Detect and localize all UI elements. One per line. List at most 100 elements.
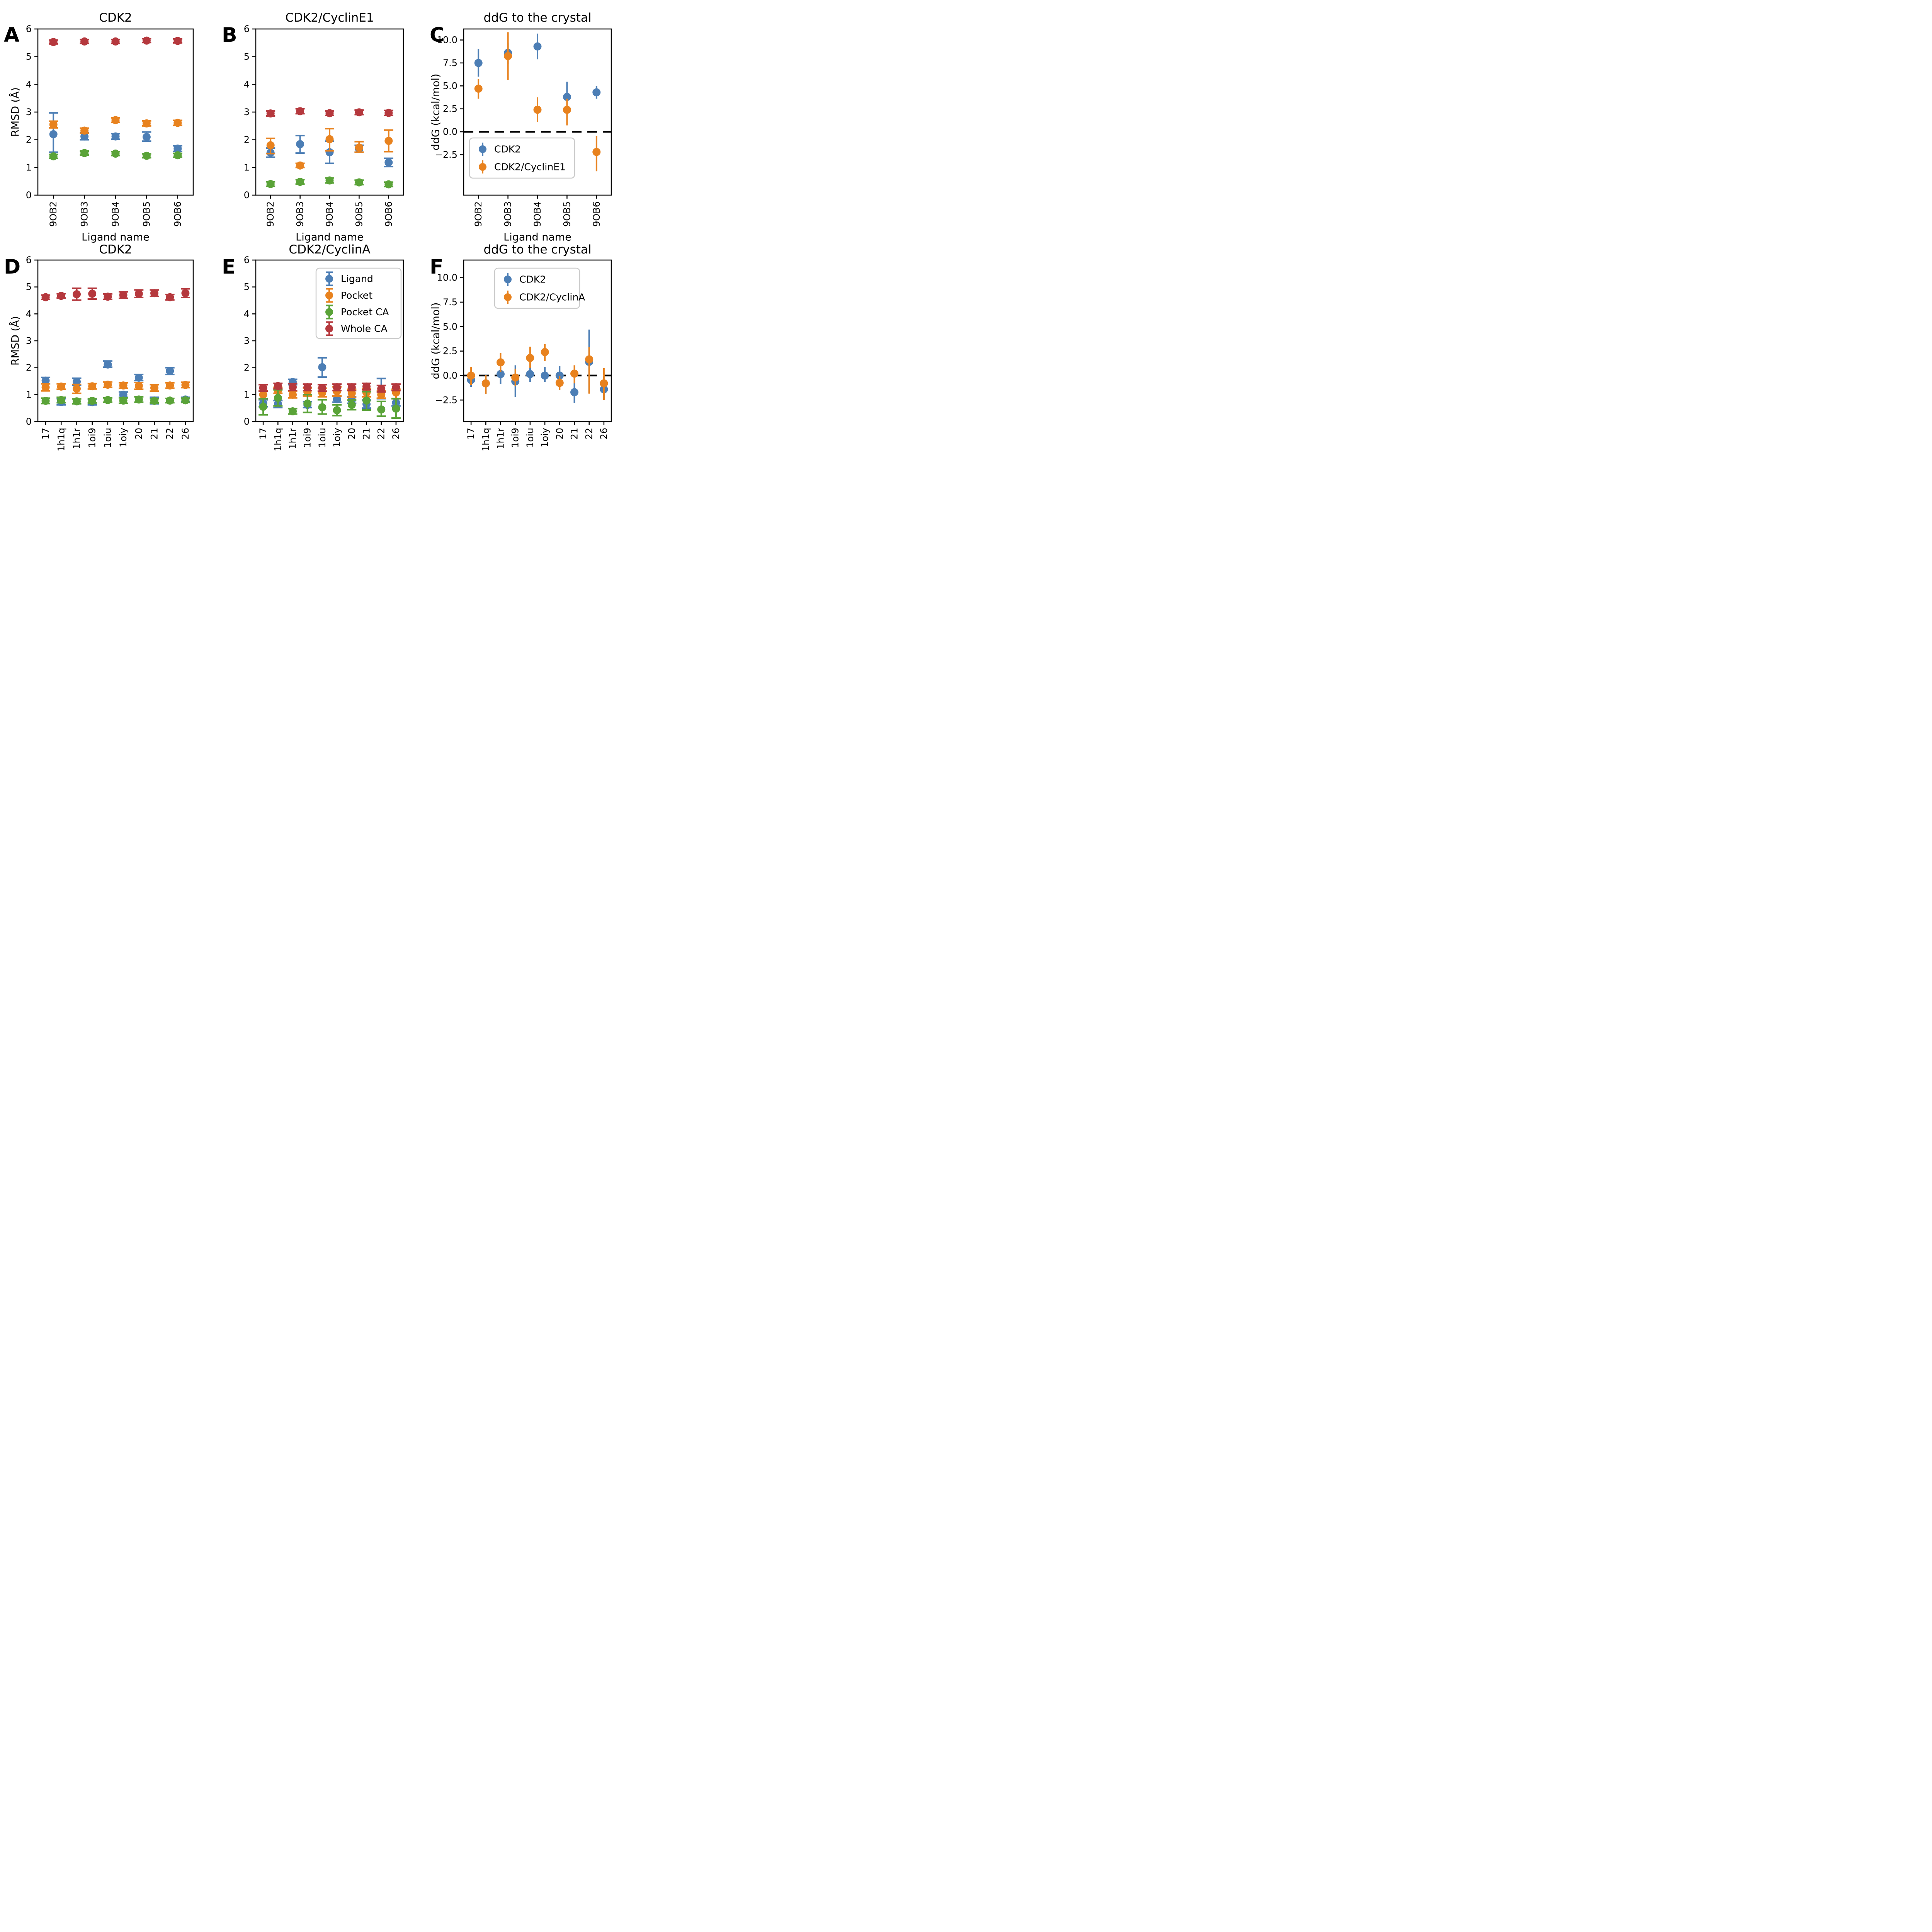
- data-point: [181, 289, 190, 298]
- data-point: [474, 84, 483, 93]
- data-point: [73, 397, 81, 406]
- panel-title-e: CDK2/CyclinA: [289, 243, 370, 257]
- data-point: [333, 383, 341, 392]
- axes-box: [37, 28, 194, 196]
- x-tick-label: 1oiy: [539, 428, 550, 447]
- y-axis-label-rmsd-a: RMSD (Å): [9, 87, 22, 137]
- data-point: [142, 119, 151, 128]
- y-axis-label-rmsd-d: RMSD (Å): [9, 316, 22, 366]
- y-tick-label: 1: [26, 389, 32, 400]
- x-tick-label: 1h1q: [480, 428, 491, 451]
- data-point: [104, 396, 112, 404]
- legend-marker-icon: [325, 275, 333, 283]
- y-tick-label: 10.0: [437, 35, 457, 46]
- x-tick-label: 21: [149, 428, 160, 440]
- x-tick-label: 9OB2: [265, 201, 276, 227]
- x-tick-label: 22: [165, 428, 175, 440]
- y-tick-label: 0: [244, 416, 250, 427]
- data-point: [318, 384, 327, 392]
- series-pocket-ca: [266, 176, 393, 189]
- data-point: [355, 178, 363, 187]
- series-pocket-ca: [49, 149, 182, 161]
- y-tick-label: 3: [244, 335, 250, 346]
- data-point: [57, 382, 65, 391]
- data-point: [41, 293, 50, 301]
- data-point: [173, 151, 182, 160]
- panel-letter-e: E: [222, 255, 236, 279]
- x-tick-label: 1oiu: [525, 428, 536, 448]
- y-tick-label: 2: [244, 134, 250, 145]
- series-pocket-ca: [259, 389, 401, 419]
- data-point: [563, 93, 571, 101]
- y-tick-label: 3: [26, 335, 32, 346]
- panel-title-a: CDK2: [99, 11, 132, 25]
- legend-marker-icon: [504, 276, 512, 283]
- x-tick-label: 1h1r: [71, 428, 82, 449]
- data-point: [73, 384, 81, 393]
- x-tick-label: 9OB3: [503, 201, 514, 227]
- data-point: [384, 109, 393, 117]
- legend-box: [494, 267, 580, 309]
- data-point: [41, 383, 50, 392]
- y-tick-label: 1: [244, 162, 250, 173]
- x-axis-label-b: Ligand name: [296, 231, 364, 243]
- data-point: [119, 381, 128, 390]
- series-pocket-ca: [41, 395, 190, 406]
- y-tick-label: 7.5: [443, 58, 457, 68]
- data-point: [266, 180, 275, 188]
- data-point: [104, 360, 112, 369]
- panel-title-f: ddG to the crystal: [484, 243, 592, 257]
- data-point: [362, 382, 371, 391]
- x-tick-label: 1oiu: [317, 428, 328, 448]
- data-point: [481, 379, 490, 388]
- data-point: [333, 406, 341, 415]
- data-point: [333, 395, 341, 403]
- data-point: [274, 382, 282, 390]
- data-point: [511, 373, 520, 382]
- legend-item-label: CDK2: [519, 274, 546, 285]
- y-tick-label: 6: [244, 24, 250, 34]
- data-point: [111, 37, 120, 46]
- data-point: [526, 370, 534, 378]
- x-tick-label: 9OB6: [172, 201, 183, 227]
- data-point: [119, 390, 128, 399]
- x-tick-label: 1oiy: [332, 428, 342, 447]
- data-point: [555, 379, 564, 387]
- data-point: [41, 376, 50, 385]
- legend-item-label: CDK2/CyclinE1: [494, 162, 566, 173]
- y-tick-label: 6: [26, 24, 32, 34]
- legend-marker-icon: [325, 291, 333, 299]
- legend-item-label: Whole CA: [341, 323, 388, 334]
- x-tick-label: 17: [466, 428, 476, 440]
- data-point: [362, 396, 371, 405]
- data-point: [467, 371, 475, 380]
- panel-e: 0 1 2 3 4 5 6 17 1h1q 1h1r 1oi9 1oiu 1oiy 20 21 22 26 Lig…: [244, 255, 404, 451]
- y-tick-label: 0.0: [443, 370, 457, 381]
- legend-item-label: Ligand: [341, 273, 373, 284]
- series-cdk2: [467, 329, 608, 403]
- data-point: [497, 358, 505, 367]
- series-cdk2: [474, 33, 601, 102]
- series-pocket: [49, 116, 182, 135]
- data-point: [347, 383, 356, 392]
- legend-item-label: Pocket CA: [341, 306, 389, 318]
- data-point: [355, 108, 363, 117]
- legend-marker-icon: [504, 293, 512, 301]
- data-point: [384, 137, 393, 145]
- x-tick-label: 9OB3: [295, 201, 306, 227]
- data-point: [142, 133, 151, 141]
- x-tick-label: 17: [40, 428, 51, 440]
- data-point: [181, 381, 190, 389]
- x-tick-label: 17: [258, 428, 269, 440]
- x-tick-label: 9OB5: [354, 201, 364, 227]
- data-point: [80, 126, 89, 135]
- data-point: [266, 109, 275, 118]
- data-point: [134, 395, 143, 404]
- y-tick-label: 4: [26, 308, 32, 319]
- data-point: [533, 105, 542, 114]
- legend: CDK2 CDK2/CyclinA: [494, 267, 585, 309]
- data-point: [497, 370, 505, 378]
- y-tick-label: 2: [244, 362, 250, 373]
- data-point: [80, 37, 89, 46]
- data-point: [73, 290, 81, 298]
